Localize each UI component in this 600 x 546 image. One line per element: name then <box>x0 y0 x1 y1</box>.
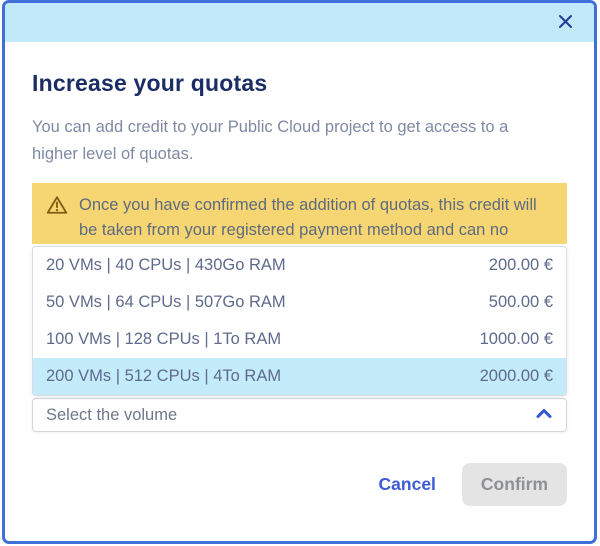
chevron-up-icon <box>535 406 553 424</box>
warning-text: Once you have confirmed the addition of … <box>79 196 537 240</box>
option-label: 200 VMs | 512 CPUs | 4To RAM <box>46 367 282 386</box>
warning-banner: Once you have confirmed the addition of … <box>32 183 567 245</box>
close-icon <box>558 14 573 32</box>
dialog-title: Increase your quotas <box>32 70 268 96</box>
dialog-footer: Cancel Confirm <box>32 463 567 534</box>
option-price: 2000.00 € <box>479 367 553 386</box>
option-price: 200.00 € <box>488 256 553 275</box>
list-item-selected[interactable]: 200 VMs | 512 CPUs | 4To RAM 2000.00 € <box>33 358 566 396</box>
dialog-body: Increase your quotas You can add credit … <box>5 42 594 541</box>
list-item[interactable]: 50 VMs | 64 CPUs | 507Go RAM 500.00 € <box>33 284 566 322</box>
warning-triangle-icon <box>46 195 68 220</box>
option-price: 500.00 € <box>488 293 553 312</box>
volume-select[interactable]: Select the volume <box>32 398 567 433</box>
confirm-button[interactable]: Confirm <box>461 463 567 507</box>
option-label: 50 VMs | 64 CPUs | 507Go RAM <box>46 293 286 312</box>
option-price: 1000.00 € <box>479 330 553 349</box>
close-button[interactable] <box>554 12 576 34</box>
volume-select-placeholder: Select the volume <box>46 405 178 424</box>
dialog-description: You can add credit to your Public Cloud … <box>32 118 509 163</box>
option-label: 100 VMs | 128 CPUs | 1To RAM <box>46 330 282 349</box>
option-label: 20 VMs | 40 CPUs | 430Go RAM <box>46 256 286 275</box>
dialog-header <box>5 3 594 42</box>
list-item[interactable]: 20 VMs | 40 CPUs | 430Go RAM 200.00 € <box>33 247 566 285</box>
list-item[interactable]: 100 VMs | 128 CPUs | 1To RAM 1000.00 € <box>33 321 566 359</box>
cancel-button[interactable]: Cancel <box>378 474 436 495</box>
quota-options-list: 20 VMs | 40 CPUs | 430Go RAM 200.00 € 50… <box>32 246 567 397</box>
